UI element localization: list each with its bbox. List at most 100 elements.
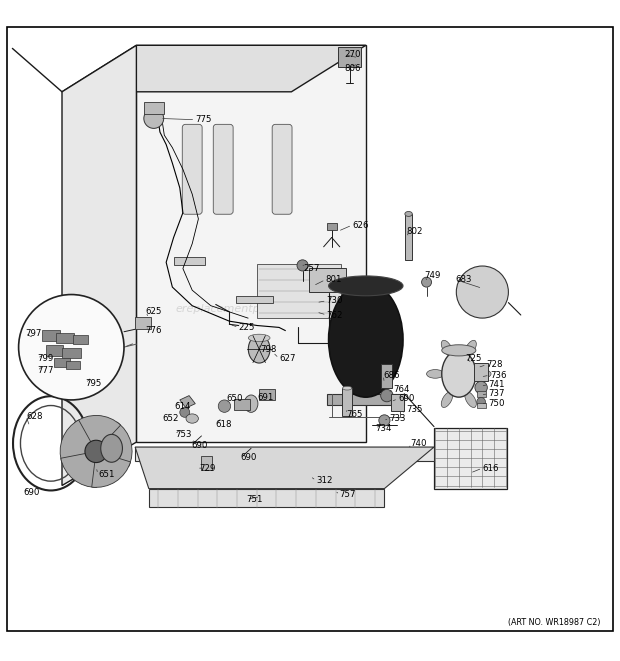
Wedge shape [74, 416, 121, 451]
Bar [257, 264, 341, 318]
Polygon shape [149, 488, 384, 507]
Bar [309, 268, 346, 292]
Ellipse shape [405, 212, 412, 216]
Ellipse shape [465, 392, 476, 407]
Text: 733: 733 [389, 414, 406, 423]
Text: 690: 690 [241, 453, 257, 462]
Polygon shape [136, 46, 366, 442]
Ellipse shape [248, 334, 270, 342]
Text: 625: 625 [146, 307, 162, 317]
Wedge shape [96, 422, 132, 467]
Text: 799: 799 [37, 354, 53, 363]
Text: 736: 736 [490, 371, 507, 379]
Bar [391, 394, 404, 411]
Text: 735: 735 [406, 405, 423, 414]
Bar [201, 456, 212, 470]
Text: 270: 270 [344, 50, 361, 59]
Polygon shape [135, 447, 434, 488]
Ellipse shape [441, 392, 453, 407]
Polygon shape [327, 394, 404, 405]
Text: 757: 757 [340, 490, 356, 499]
Text: 749: 749 [425, 272, 441, 280]
Bar [66, 360, 80, 369]
Text: 652: 652 [162, 414, 179, 423]
Bar [46, 345, 63, 356]
Text: 725: 725 [465, 354, 482, 363]
Bar [55, 358, 70, 368]
Ellipse shape [441, 350, 476, 397]
Text: 618: 618 [216, 420, 232, 429]
Ellipse shape [244, 395, 258, 412]
Text: 690: 690 [191, 441, 207, 449]
Ellipse shape [329, 276, 403, 295]
Text: 737: 737 [489, 389, 505, 398]
Polygon shape [174, 257, 205, 266]
Circle shape [297, 260, 308, 271]
Text: 614: 614 [175, 402, 192, 410]
Bar [338, 47, 361, 67]
Text: 797: 797 [25, 329, 41, 338]
Text: 690: 690 [24, 488, 40, 498]
Circle shape [218, 400, 231, 412]
Bar [73, 335, 89, 344]
Bar [234, 399, 250, 410]
Bar [405, 214, 412, 260]
Text: 765: 765 [346, 410, 363, 418]
Text: 762: 762 [327, 311, 343, 319]
Ellipse shape [441, 345, 476, 356]
Text: 686: 686 [383, 371, 400, 379]
Bar [62, 348, 81, 358]
Bar [327, 223, 337, 230]
Text: 728: 728 [487, 360, 503, 369]
Text: 764: 764 [394, 385, 410, 394]
Bar [56, 333, 74, 343]
Circle shape [477, 397, 485, 406]
Text: 777: 777 [37, 366, 54, 375]
Text: 801: 801 [326, 275, 342, 284]
Text: 795: 795 [86, 379, 102, 388]
Polygon shape [180, 395, 195, 408]
Circle shape [475, 381, 487, 394]
Text: 225: 225 [239, 323, 255, 332]
Ellipse shape [441, 340, 453, 356]
Circle shape [180, 407, 190, 417]
Ellipse shape [100, 434, 122, 462]
Text: 741: 741 [489, 380, 505, 389]
Text: 730: 730 [327, 296, 343, 305]
Ellipse shape [186, 414, 198, 423]
Text: 806: 806 [344, 64, 361, 73]
Text: 651: 651 [98, 470, 115, 479]
Text: 616: 616 [482, 463, 499, 473]
Ellipse shape [465, 340, 476, 356]
Circle shape [144, 108, 164, 128]
Text: 312: 312 [316, 476, 333, 485]
Circle shape [422, 277, 432, 287]
Text: 734: 734 [375, 424, 392, 433]
Text: 775: 775 [195, 115, 212, 124]
Text: 776: 776 [146, 326, 162, 335]
Bar [474, 363, 488, 381]
FancyBboxPatch shape [182, 124, 202, 214]
Text: 626: 626 [352, 221, 369, 229]
Bar [259, 389, 275, 400]
Text: 798: 798 [260, 344, 277, 354]
Bar [135, 317, 151, 329]
FancyBboxPatch shape [272, 124, 292, 214]
Ellipse shape [474, 369, 491, 378]
Bar [42, 330, 60, 341]
Bar [434, 428, 507, 488]
Bar [477, 391, 486, 397]
Text: 257: 257 [304, 264, 321, 273]
Bar [144, 102, 164, 114]
Text: 683: 683 [456, 275, 472, 284]
Text: 740: 740 [410, 439, 427, 448]
Text: 628: 628 [26, 412, 43, 420]
Wedge shape [61, 451, 97, 487]
Ellipse shape [248, 335, 270, 363]
Text: (ART NO. WR18987 C2): (ART NO. WR18987 C2) [508, 618, 600, 627]
Bar [342, 388, 352, 416]
Text: 802: 802 [406, 227, 423, 236]
Bar [381, 364, 392, 387]
Wedge shape [92, 451, 130, 487]
Circle shape [85, 440, 107, 463]
